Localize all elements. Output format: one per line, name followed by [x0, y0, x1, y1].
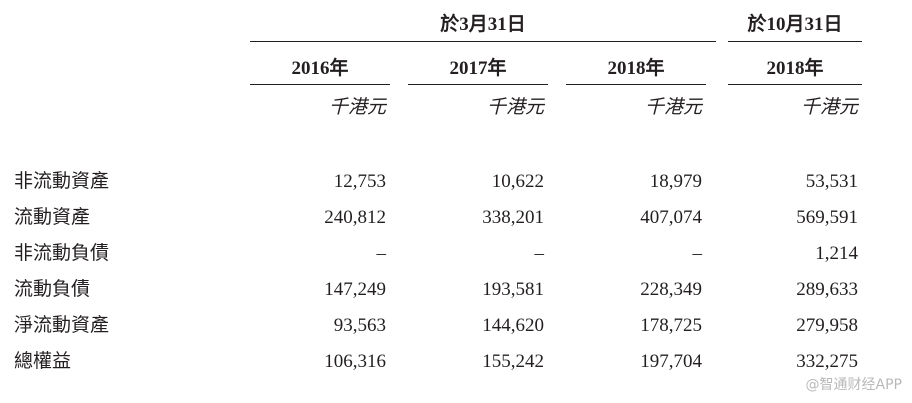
column-header: 2018年 — [766, 58, 824, 79]
cell: 155,242 — [482, 351, 544, 372]
cell: 93,563 — [333, 315, 386, 336]
cell: 569,591 — [796, 207, 858, 228]
column-header: 2018年 — [607, 58, 665, 79]
row-label: 總權益 — [14, 351, 72, 372]
watermark: @智通财经APP — [805, 377, 902, 393]
cell: 338,201 — [482, 207, 544, 228]
column-rule — [728, 84, 862, 85]
row-label: 非流動負債 — [14, 243, 110, 264]
column-header: 2017年 — [449, 58, 507, 79]
cell: 106,316 — [324, 351, 386, 372]
cell: 1,214 — [815, 243, 858, 264]
cell: 53,531 — [805, 171, 858, 192]
row-label: 非流動資產 — [14, 171, 110, 192]
cell: 197,704 — [640, 351, 702, 372]
cell: 193,581 — [482, 279, 544, 300]
cell: 144,620 — [482, 315, 544, 336]
column-header: 2016年 — [291, 58, 349, 79]
column-rule — [408, 84, 548, 85]
unit-label: 千港元 — [486, 97, 544, 118]
cell: 289,633 — [796, 279, 858, 300]
group-header: 於3月31日 — [440, 14, 526, 35]
group-header: 於10月31日 — [747, 14, 843, 35]
cell: – — [692, 243, 703, 264]
cell: 228,349 — [640, 279, 702, 300]
cell: – — [534, 243, 545, 264]
unit-label: 千港元 — [644, 97, 702, 118]
row-label: 淨流動資產 — [14, 315, 110, 336]
cell: 279,958 — [796, 315, 858, 336]
cell: 332,275 — [796, 351, 858, 372]
cell: 10,622 — [491, 171, 544, 192]
cell: 240,812 — [324, 207, 386, 228]
cell: – — [376, 243, 387, 264]
group-rule — [250, 41, 716, 42]
unit-label: 千港元 — [800, 97, 858, 118]
group-rule — [728, 41, 862, 42]
cell: 12,753 — [333, 171, 386, 192]
column-rule — [250, 84, 390, 85]
column-rule — [566, 84, 706, 85]
cell: 407,074 — [640, 207, 702, 228]
cell: 18,979 — [649, 171, 702, 192]
unit-label: 千港元 — [328, 97, 386, 118]
cell: 178,725 — [640, 315, 702, 336]
row-label: 流動負債 — [14, 279, 91, 300]
cell: 147,249 — [324, 279, 386, 300]
row-label: 流動資產 — [14, 207, 91, 228]
